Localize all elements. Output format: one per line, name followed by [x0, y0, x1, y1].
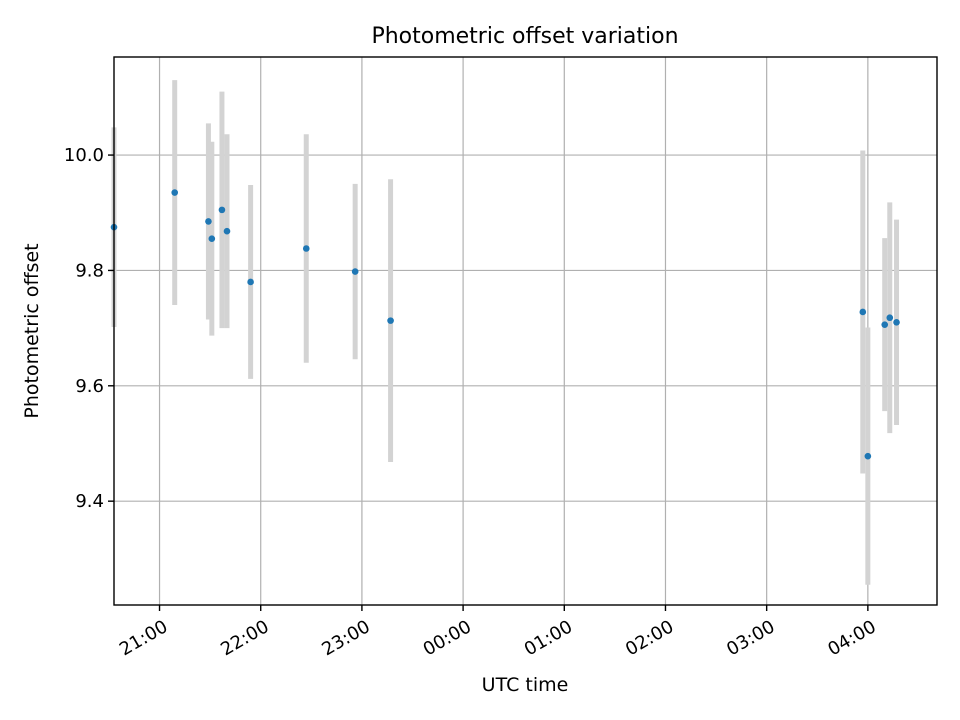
axis-ticks: 21:00 22:00 23:00 00:00 01:00 02:00 03:00 04:00… — [64, 145, 880, 660]
data-point — [208, 235, 216, 243]
y-tick-label: 10.0 — [64, 145, 104, 166]
data-point — [171, 189, 179, 196]
y-tick-label: 9.4 — [75, 491, 104, 512]
data-point — [218, 206, 226, 214]
data-point — [247, 278, 254, 286]
data-points — [110, 189, 900, 460]
x-tick-label: 03:00 — [723, 616, 778, 660]
plot-frame — [113, 56, 938, 606]
data-point — [881, 321, 889, 328]
error-bars — [111, 80, 900, 585]
data-point — [223, 227, 231, 235]
x-tick-label: 00:00 — [420, 616, 475, 660]
y-tick-label: 9.6 — [75, 376, 104, 397]
grid-lines — [114, 57, 937, 605]
x-tick-label: 01:00 — [521, 616, 576, 660]
data-point — [302, 245, 310, 252]
y-tick-label: 9.8 — [75, 260, 104, 281]
x-axis-label: UTC time — [482, 674, 569, 696]
data-point — [387, 317, 394, 324]
data-point — [205, 218, 212, 225]
data-point — [893, 319, 900, 326]
data-point — [864, 452, 872, 460]
chart-title: Photometric offset variation — [371, 24, 678, 49]
data-point — [351, 268, 359, 275]
y-axis-label: Photometric offset — [21, 243, 43, 418]
data-point — [886, 314, 894, 322]
x-tick-label: 22:00 — [217, 616, 272, 660]
x-tick-label: 23:00 — [318, 616, 373, 660]
data-point — [859, 308, 867, 316]
x-tick-label: 21:00 — [116, 616, 171, 660]
x-tick-label: 04:00 — [824, 616, 879, 660]
x-tick-label: 02:00 — [622, 616, 677, 660]
